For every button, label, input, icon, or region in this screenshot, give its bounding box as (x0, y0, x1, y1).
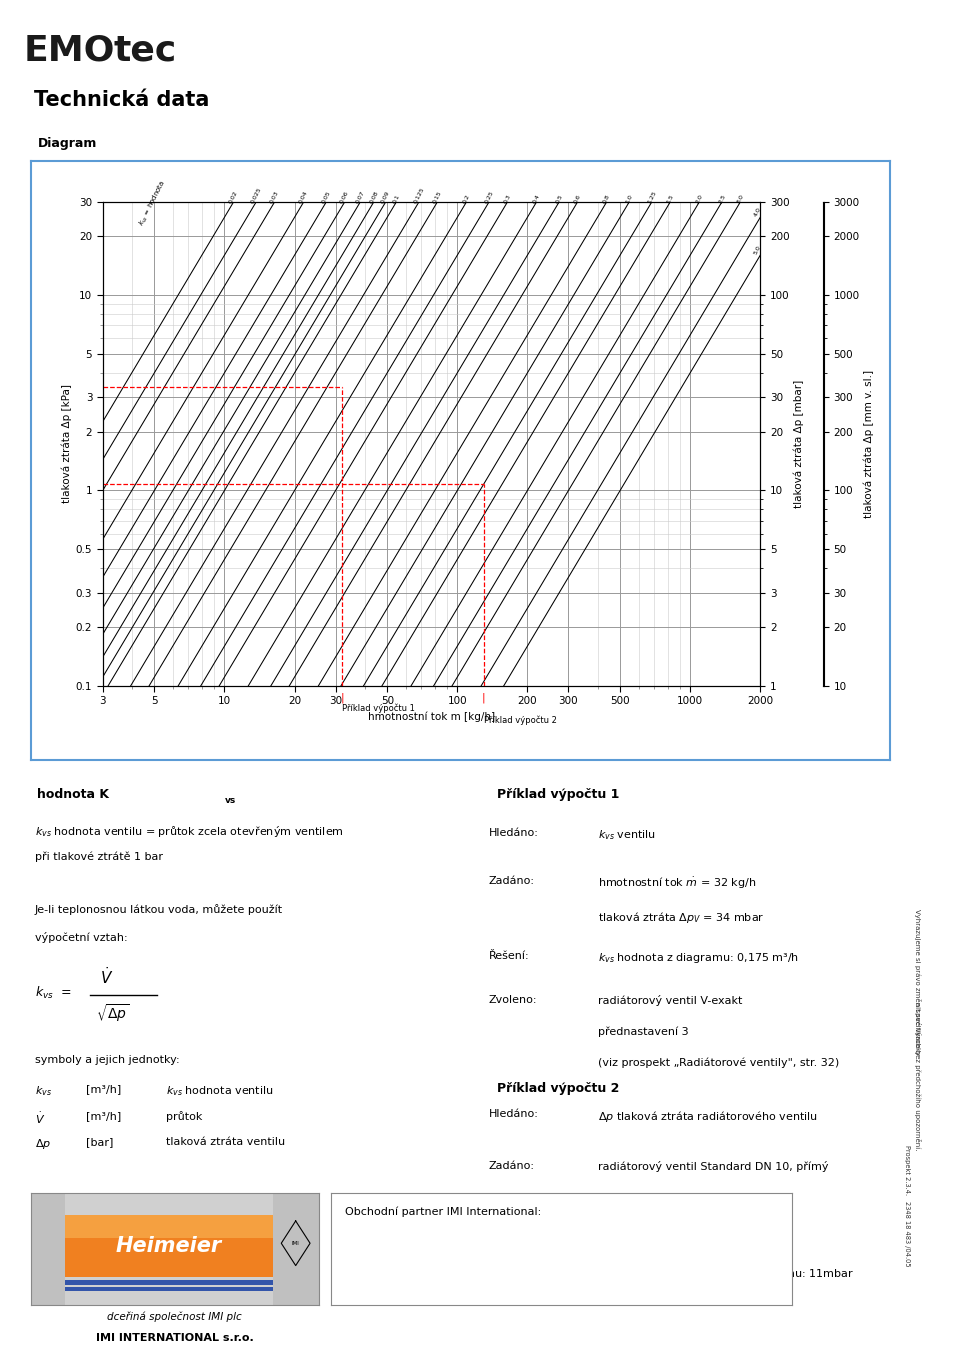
Text: tlaková ztráta $\Delta p_V$ = 34 mbar: tlaková ztráta $\Delta p_V$ = 34 mbar (598, 911, 764, 925)
Text: 0.025: 0.025 (250, 187, 262, 204)
Text: 0.8: 0.8 (602, 194, 612, 204)
Text: a specifikace bez předchožího upozornění.: a specifikace bez předchožího upozornění… (914, 1002, 922, 1150)
Text: 0.4: 0.4 (532, 194, 541, 204)
Bar (273, 1193, 319, 1305)
Text: 0.05: 0.05 (321, 190, 332, 204)
Text: Zadáno:: Zadáno: (489, 1161, 535, 1171)
Text: Heimeier: Heimeier (116, 1236, 222, 1256)
Text: 4.0: 4.0 (753, 206, 761, 218)
Text: Příklad výpočtu 2: Příklad výpočtu 2 (497, 1081, 619, 1095)
Text: 1.5: 1.5 (666, 194, 675, 204)
Text: 0.09: 0.09 (380, 190, 391, 204)
Text: 5.0: 5.0 (753, 245, 761, 256)
Text: 0.15: 0.15 (432, 190, 443, 204)
Text: dceřiná společnost IMI plc: dceřiná společnost IMI plc (108, 1311, 242, 1322)
Text: Příklad výpočtu 2: Příklad výpočtu 2 (484, 716, 557, 725)
Text: Obchodní partner IMI International:: Obchodní partner IMI International: (345, 1206, 541, 1217)
Text: [m³/h]: [m³/h] (85, 1111, 121, 1120)
Text: [bar]: [bar] (85, 1137, 113, 1147)
Text: Řešení:: Řešení: (489, 1266, 530, 1275)
Text: radiátorový ventil Standard DN 10, přímý: radiátorový ventil Standard DN 10, přímý (598, 1161, 828, 1173)
Text: Diagram: Diagram (37, 137, 97, 151)
Text: Hledáno:: Hledáno: (489, 827, 539, 838)
Text: $\sqrt{\Delta p}$: $\sqrt{\Delta p}$ (96, 1002, 130, 1024)
Text: 1.25: 1.25 (646, 190, 658, 204)
Text: $\Delta p$ tlaková ztráta radiátorového ventilu: $\Delta p$ tlaková ztráta radiátorového … (598, 1110, 818, 1124)
Text: [m³/h]: [m³/h] (85, 1084, 121, 1095)
Text: $k_{vs}$  =: $k_{vs}$ = (35, 985, 71, 1001)
Bar (65, 1216, 273, 1237)
Text: |: | (482, 693, 486, 703)
Text: Vyhrazujeme si právo změnit své výrobky: Vyhrazujeme si právo změnit své výrobky (914, 909, 922, 1054)
Text: $k_{vs}$ hodnota z diagramu: 0,175 m³/h: $k_{vs}$ hodnota z diagramu: 0,175 m³/h (598, 951, 799, 966)
Text: 0.06: 0.06 (340, 190, 350, 204)
Text: 0.02: 0.02 (228, 190, 239, 204)
Text: $k_{vs}$ hodnota  = 1,25 m³/h: $k_{vs}$ hodnota = 1,25 m³/h (598, 1194, 738, 1208)
Text: tec: tec (113, 34, 177, 67)
Text: 0.25: 0.25 (484, 190, 494, 204)
Text: $k_{vs}$ ventilu: $k_{vs}$ ventilu (598, 827, 656, 842)
Text: hmotnostní tok $\dot{m}$ = 32 kg/h: hmotnostní tok $\dot{m}$ = 32 kg/h (598, 876, 756, 892)
Text: Zadáno:: Zadáno: (489, 876, 535, 886)
Text: (viz prospekt „Radiátorové ventily", str. 32): (viz prospekt „Radiátorové ventily", str… (598, 1057, 839, 1068)
Text: Technická data: Technická data (35, 90, 210, 109)
Text: 0.1: 0.1 (392, 194, 401, 204)
Text: Příklad výpočtu 1: Příklad výpočtu 1 (342, 703, 415, 713)
Text: $\dot{V}$: $\dot{V}$ (101, 966, 113, 986)
Text: |: | (340, 693, 344, 703)
Text: výpočetní vztah:: výpočetní vztah: (35, 932, 128, 943)
Text: Zvoleno:: Zvoleno: (489, 995, 538, 1005)
Text: při tlakové ztrátě 1 bar: při tlakové ztrátě 1 bar (35, 851, 163, 862)
Text: Řešení:: Řešení: (489, 951, 530, 962)
Text: 0.3: 0.3 (503, 194, 512, 204)
Text: $k_{vs}$ hodnota ventilu = průtok zcela otevřeným ventilem: $k_{vs}$ hodnota ventilu = průtok zcela … (35, 824, 344, 839)
Text: Hledáno:: Hledáno: (489, 1110, 539, 1119)
Text: hodnota K: hodnota K (37, 788, 109, 802)
Text: IMI: IMI (292, 1240, 300, 1245)
Text: $\Delta p$ tlaková ztráta ventilu z diagramu: 11mbar: $\Delta p$ tlaková ztráta ventilu z diag… (598, 1266, 853, 1280)
Text: 0.07: 0.07 (355, 190, 366, 204)
Text: radiátorový ventil V-exakt: radiátorový ventil V-exakt (598, 995, 742, 1006)
Text: 0.6: 0.6 (573, 194, 582, 204)
Text: 2.0: 2.0 (695, 194, 704, 204)
Bar (65, 1280, 273, 1284)
Text: $k_{vs}$ = hodnota: $k_{vs}$ = hodnota (136, 179, 169, 229)
Text: 1.0: 1.0 (625, 194, 634, 204)
Text: IMI INTERNATIONAL s.r.o.: IMI INTERNATIONAL s.r.o. (96, 1333, 253, 1342)
Text: přednastavení 3: přednastavení 3 (598, 1026, 688, 1037)
Text: hmotnostní tok $\dot{m}$ = 130 kg/h: hmotnostní tok $\dot{m}$ = 130 kg/h (598, 1225, 763, 1241)
Text: $k_{vs}$: $k_{vs}$ (35, 1084, 52, 1099)
Text: tlaková ztráta ventilu: tlaková ztráta ventilu (166, 1137, 285, 1147)
Text: $\dot{V}$: $\dot{V}$ (35, 1111, 45, 1126)
Text: EMO: EMO (24, 34, 115, 67)
Text: 0.04: 0.04 (299, 190, 309, 204)
Text: Příklad výpočtu 1: Příklad výpočtu 1 (497, 788, 619, 802)
Y-axis label: tlaková ztráta Δp [mbar]: tlaková ztráta Δp [mbar] (794, 379, 804, 508)
Text: 2.5: 2.5 (717, 194, 727, 204)
Text: 0.03: 0.03 (270, 190, 280, 204)
Bar (31, 1193, 65, 1305)
Text: symboly a jejich jednotky:: symboly a jejich jednotky: (35, 1054, 180, 1065)
Bar (65, 1287, 273, 1291)
Y-axis label: tlaková ztráta Δp [mm v. sl.]: tlaková ztráta Δp [mm v. sl.] (864, 370, 875, 518)
Text: vs: vs (225, 796, 236, 804)
Text: $\Delta p$: $\Delta p$ (35, 1137, 51, 1151)
Y-axis label: tlaková ztráta Δp [kPa]: tlaková ztráta Δp [kPa] (61, 385, 72, 503)
Text: 0.2: 0.2 (462, 194, 471, 204)
Text: 2348 18 483 /04.05: 2348 18 483 /04.05 (904, 1201, 910, 1266)
Text: průtok: průtok (166, 1111, 203, 1122)
Text: Prospekt 2.3.4.: Prospekt 2.3.4. (904, 1145, 910, 1196)
Text: 0.125: 0.125 (413, 187, 425, 204)
Text: $k_{vs}$ hodnota ventilu: $k_{vs}$ hodnota ventilu (166, 1084, 274, 1099)
Bar (65, 1216, 273, 1276)
X-axis label: hmotnostní tok m [kg/h]: hmotnostní tok m [kg/h] (368, 712, 495, 722)
Text: 3.0: 3.0 (736, 194, 745, 204)
Text: 0.5: 0.5 (555, 194, 564, 204)
Text: 0.08: 0.08 (369, 190, 379, 204)
Text: Je-li teplonosnou látkou voda, můžete použít: Je-li teplonosnou látkou voda, můžete po… (35, 904, 283, 916)
